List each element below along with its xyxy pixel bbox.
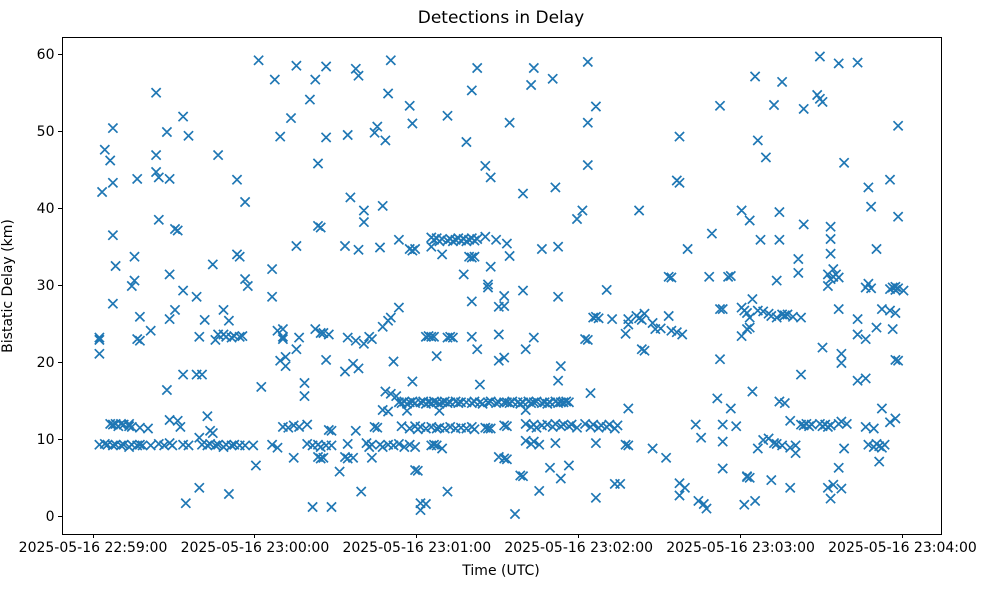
x-tick-mark [92,534,94,538]
y-tick-mark [58,439,62,441]
scatter-points [94,51,909,520]
y-tick-label: 60 [36,46,55,63]
x-tick-label: 2025-05-16 23:01:00 [342,540,492,556]
x-axis-label: Time (UTC) [462,563,540,579]
plot-area [62,37,942,535]
y-tick-mark [58,362,62,364]
y-tick-mark [58,516,62,518]
y-tick-mark [58,131,62,133]
y-tick-label: 50 [36,123,55,140]
y-tick-label: 40 [36,200,55,217]
x-tick-mark [901,534,903,538]
x-tick-label: 2025-05-16 23:00:00 [180,540,330,556]
x-tick-label: 2025-05-16 22:59:00 [18,540,168,556]
x-tick-mark [740,534,742,538]
x-tick-label: 2025-05-16 23:03:00 [666,540,815,556]
y-tick-mark [58,54,62,56]
x-tick-label: 2025-05-16 23:02:00 [504,540,654,556]
x-tick-mark [254,534,256,538]
y-tick-label: 10 [36,431,55,448]
y-axis-label: Bistatic Delay (km) [0,219,16,353]
chart-title: Detections in Delay [417,8,585,28]
y-tick-mark [58,208,62,210]
x-tick-label: 2025-05-16 23:04:00 [828,540,977,556]
x-tick-mark [578,534,580,538]
y-tick-label: 20 [36,354,55,371]
scatter-marker-path [94,51,909,520]
y-tick-label: 0 [45,508,55,525]
y-tick-mark [58,285,62,287]
y-tick-label: 30 [36,277,55,294]
x-tick-mark [416,534,418,538]
